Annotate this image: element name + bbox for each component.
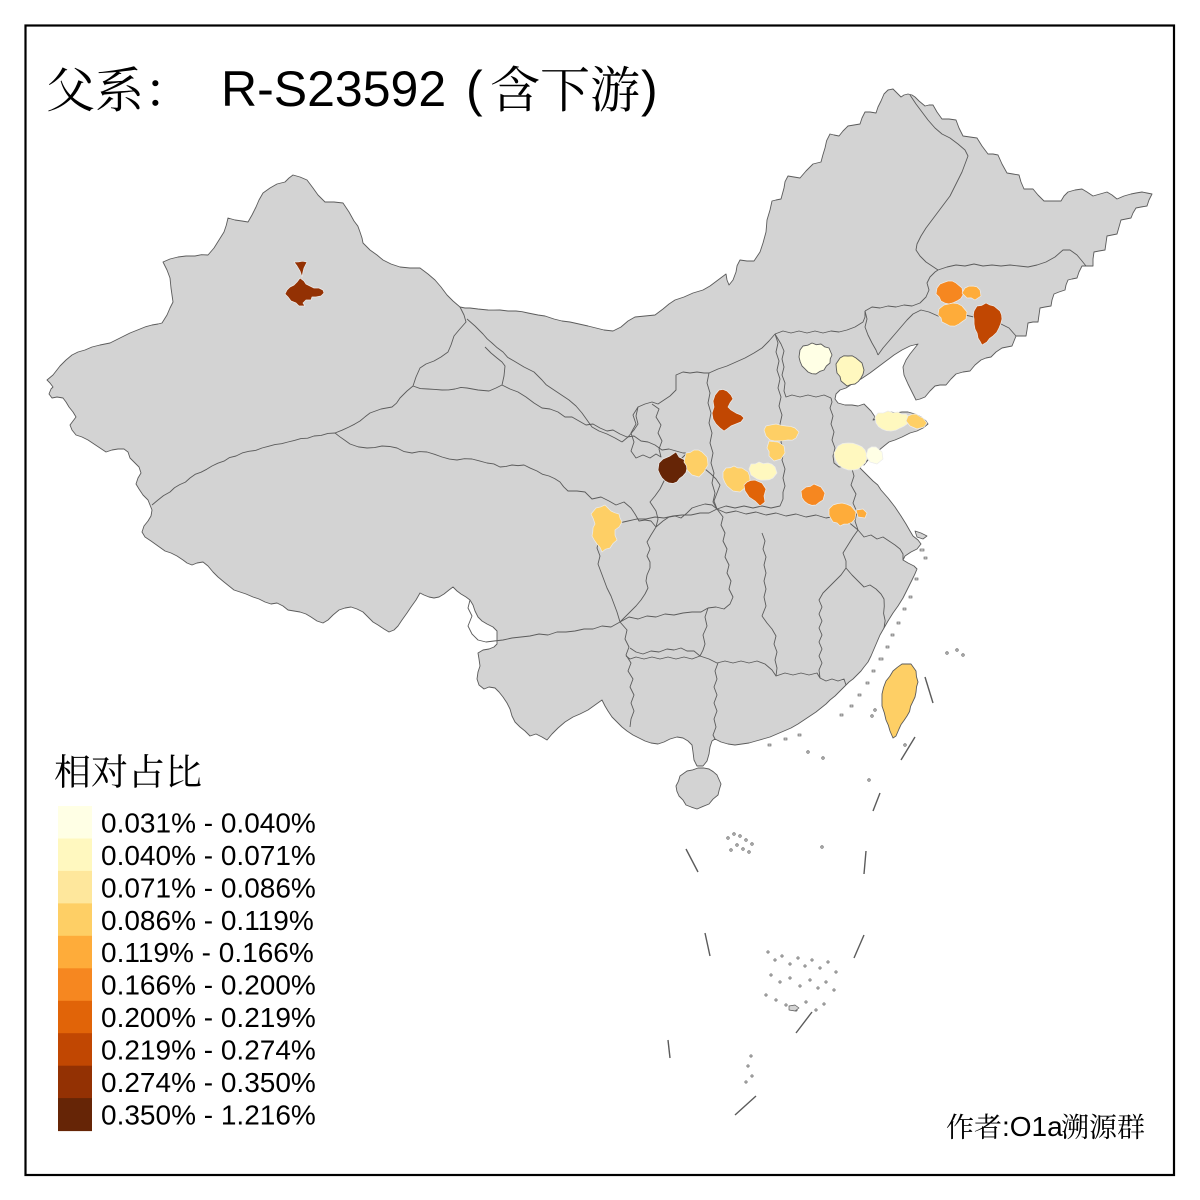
svg-text:0.274% - 0.350%: 0.274% - 0.350%	[101, 1067, 316, 1098]
svg-text:0.119% - 0.166%: 0.119% - 0.166%	[101, 937, 314, 968]
svg-text:): )	[641, 61, 658, 117]
svg-text:0.040% - 0.071%: 0.040% - 0.071%	[101, 840, 316, 871]
svg-text:0.219% - 0.274%: 0.219% - 0.274%	[101, 1035, 316, 1066]
svg-text:0.086% - 0.119%: 0.086% - 0.119%	[101, 905, 314, 936]
svg-text:(: (	[466, 61, 483, 117]
svg-text:0.071% - 0.086%: 0.071% - 0.086%	[101, 872, 316, 903]
svg-text:0.031% - 0.040%: 0.031% - 0.040%	[101, 807, 316, 838]
svg-text:0.350% - 1.216%: 0.350% - 1.216%	[101, 1100, 316, 1131]
svg-text:0.166% - 0.200%: 0.166% - 0.200%	[101, 970, 316, 1001]
svg-text:R-S23592: R-S23592	[221, 61, 446, 117]
svg-text:0.200% - 0.219%: 0.200% - 0.219%	[101, 1002, 316, 1033]
svg-text::O1a: :O1a	[1002, 1111, 1063, 1142]
